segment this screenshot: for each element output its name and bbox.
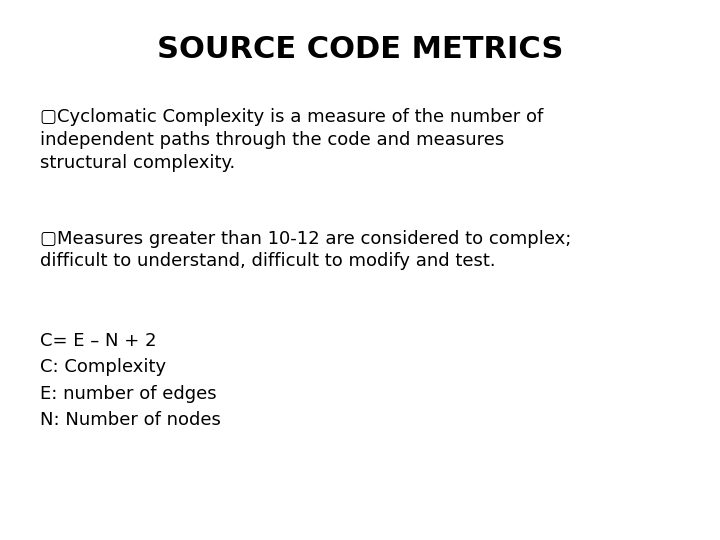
Text: ▢Cyclomatic Complexity is a measure of the number of
independent paths through t: ▢Cyclomatic Complexity is a measure of t… [40, 108, 543, 172]
Text: C= E – N + 2
C: Complexity
E: number of edges
N: Number of nodes: C= E – N + 2 C: Complexity E: number of … [40, 332, 220, 429]
Text: SOURCE CODE METRICS: SOURCE CODE METRICS [157, 35, 563, 64]
Text: ▢Measures greater than 10-12 are considered to complex;
difficult to understand,: ▢Measures greater than 10-12 are conside… [40, 230, 571, 271]
